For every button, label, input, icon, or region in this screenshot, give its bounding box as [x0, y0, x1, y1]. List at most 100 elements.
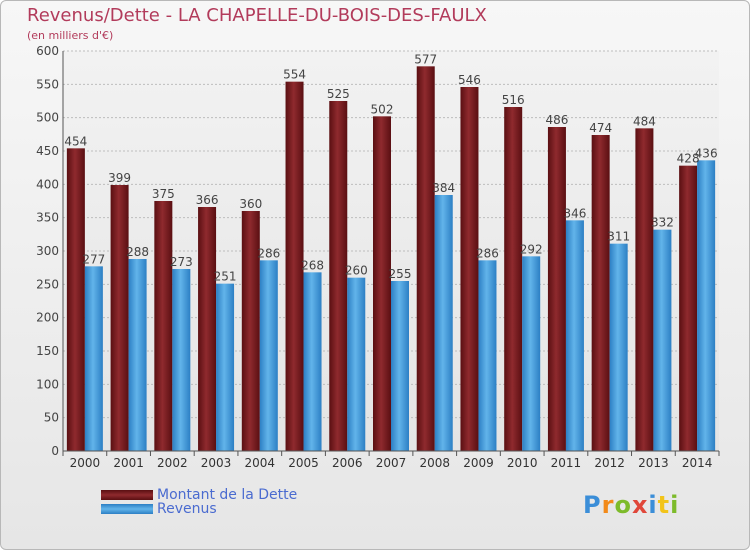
logo-letter: i — [648, 491, 658, 519]
x-tick-label: 2007 — [376, 456, 407, 470]
bar-debt — [329, 101, 348, 451]
y-tick-label: 500 — [36, 111, 59, 125]
legend-swatch-revenue — [101, 504, 153, 514]
bar-revenue — [84, 266, 103, 451]
bar-debt — [635, 128, 654, 451]
x-tick-label: 2012 — [594, 456, 625, 470]
value-label-revenue: 292 — [520, 242, 543, 256]
bar-revenue — [609, 243, 628, 451]
x-tick-label: 2000 — [70, 456, 101, 470]
value-label-revenue: 384 — [432, 181, 455, 195]
chart-title: Revenus/Dette - LA CHAPELLE-DU-BOIS-DES-… — [27, 5, 487, 26]
value-label-debt: 474 — [589, 121, 612, 135]
value-label-debt: 428 — [677, 152, 700, 166]
value-label-revenue: 251 — [214, 270, 237, 284]
value-label-debt: 399 — [108, 171, 131, 185]
y-tick-label: 300 — [36, 244, 59, 258]
value-label-revenue: 255 — [389, 267, 412, 281]
logo-letter: i — [670, 491, 680, 519]
y-tick-label: 150 — [36, 344, 59, 358]
x-tick-label: 2010 — [507, 456, 538, 470]
value-label-debt: 360 — [239, 197, 262, 211]
value-label-debt: 454 — [64, 134, 87, 148]
bar-debt — [547, 127, 566, 451]
bar-revenue — [303, 272, 322, 451]
value-label-revenue: 288 — [126, 245, 149, 259]
proxiti-logo: Proxiti — [583, 491, 679, 519]
value-label-revenue: 268 — [301, 258, 324, 272]
bar-revenue — [347, 277, 366, 451]
bar-revenue — [216, 283, 235, 451]
bar-revenue — [697, 160, 716, 452]
logo-letter: P — [583, 491, 602, 519]
value-label-revenue: 277 — [82, 252, 105, 266]
labels: 0 50 100 150 200 250 300 350 400 450 500 550 600 454 2… — [36, 44, 717, 470]
x-tick-label: 2001 — [113, 456, 144, 470]
value-label-revenue: 311 — [607, 230, 630, 244]
bar-revenue — [259, 260, 278, 451]
bar-revenue — [128, 259, 147, 451]
value-label-revenue: 436 — [695, 146, 718, 160]
bar-debt — [416, 66, 435, 451]
y-tick-label: 550 — [36, 77, 59, 91]
value-label-debt: 554 — [283, 68, 306, 82]
logo-letter: o — [614, 491, 632, 519]
value-label-debt: 375 — [152, 187, 175, 201]
y-tick-label: 50 — [44, 411, 59, 425]
value-label-debt: 516 — [502, 93, 525, 107]
chart-subtitle: (en milliers d'€) — [27, 29, 114, 42]
bar-debt — [154, 201, 173, 451]
legend-item-revenue: Revenus — [101, 501, 217, 517]
bar-revenue — [172, 269, 191, 451]
bar-debt — [198, 207, 217, 451]
value-label-revenue: 273 — [170, 255, 193, 269]
bar-revenue — [434, 195, 453, 451]
bar-revenue — [391, 281, 409, 451]
y-tick-label: 350 — [36, 211, 59, 225]
value-label-revenue: 286 — [476, 246, 499, 260]
bar-revenue — [653, 229, 672, 451]
legend-item-debt: Montant de la Dette — [101, 487, 298, 503]
axes — [62, 51, 720, 456]
bar-debt — [504, 107, 523, 451]
value-label-revenue: 260 — [345, 264, 368, 278]
y-tick-label: 400 — [36, 177, 59, 191]
value-label-debt: 502 — [371, 102, 394, 116]
bar-debt — [591, 135, 610, 451]
x-tick-label: 2013 — [638, 456, 669, 470]
value-label-debt: 546 — [458, 73, 481, 87]
value-label-debt: 525 — [327, 87, 350, 101]
x-tick-label: 2002 — [157, 456, 188, 470]
value-label-revenue: 286 — [257, 246, 280, 260]
logo-letter: t — [657, 491, 671, 519]
y-tick-label: 200 — [36, 311, 59, 325]
y-tick-label: 0 — [51, 444, 59, 458]
bar-debt — [285, 81, 304, 452]
x-tick-label: 2011 — [551, 456, 582, 470]
logo-letter: r — [601, 491, 615, 519]
y-tick-label: 600 — [36, 44, 59, 58]
bar-debt — [241, 211, 260, 451]
legend-swatch-debt — [101, 490, 153, 500]
x-tick-label: 2009 — [463, 456, 494, 470]
bars — [66, 66, 716, 452]
y-tick-label: 100 — [36, 377, 59, 391]
value-label-debt: 484 — [633, 114, 656, 128]
y-tick-label: 250 — [36, 277, 59, 291]
bar-revenue — [565, 220, 584, 451]
y-tick-label: 450 — [36, 144, 59, 158]
legend-label-revenue: Revenus — [157, 501, 217, 517]
bar-debt — [110, 185, 129, 451]
bar-revenue — [522, 256, 541, 451]
value-label-debt: 486 — [545, 113, 568, 127]
legend-label-debt: Montant de la Dette — [157, 487, 298, 503]
bar-revenue — [478, 260, 497, 451]
bar-debt — [66, 148, 85, 452]
bar-debt — [679, 165, 698, 451]
x-tick-label: 2004 — [245, 456, 276, 470]
value-label-debt: 366 — [196, 193, 219, 207]
value-label-revenue: 332 — [651, 216, 674, 230]
x-tick-label: 2008 — [419, 456, 450, 470]
